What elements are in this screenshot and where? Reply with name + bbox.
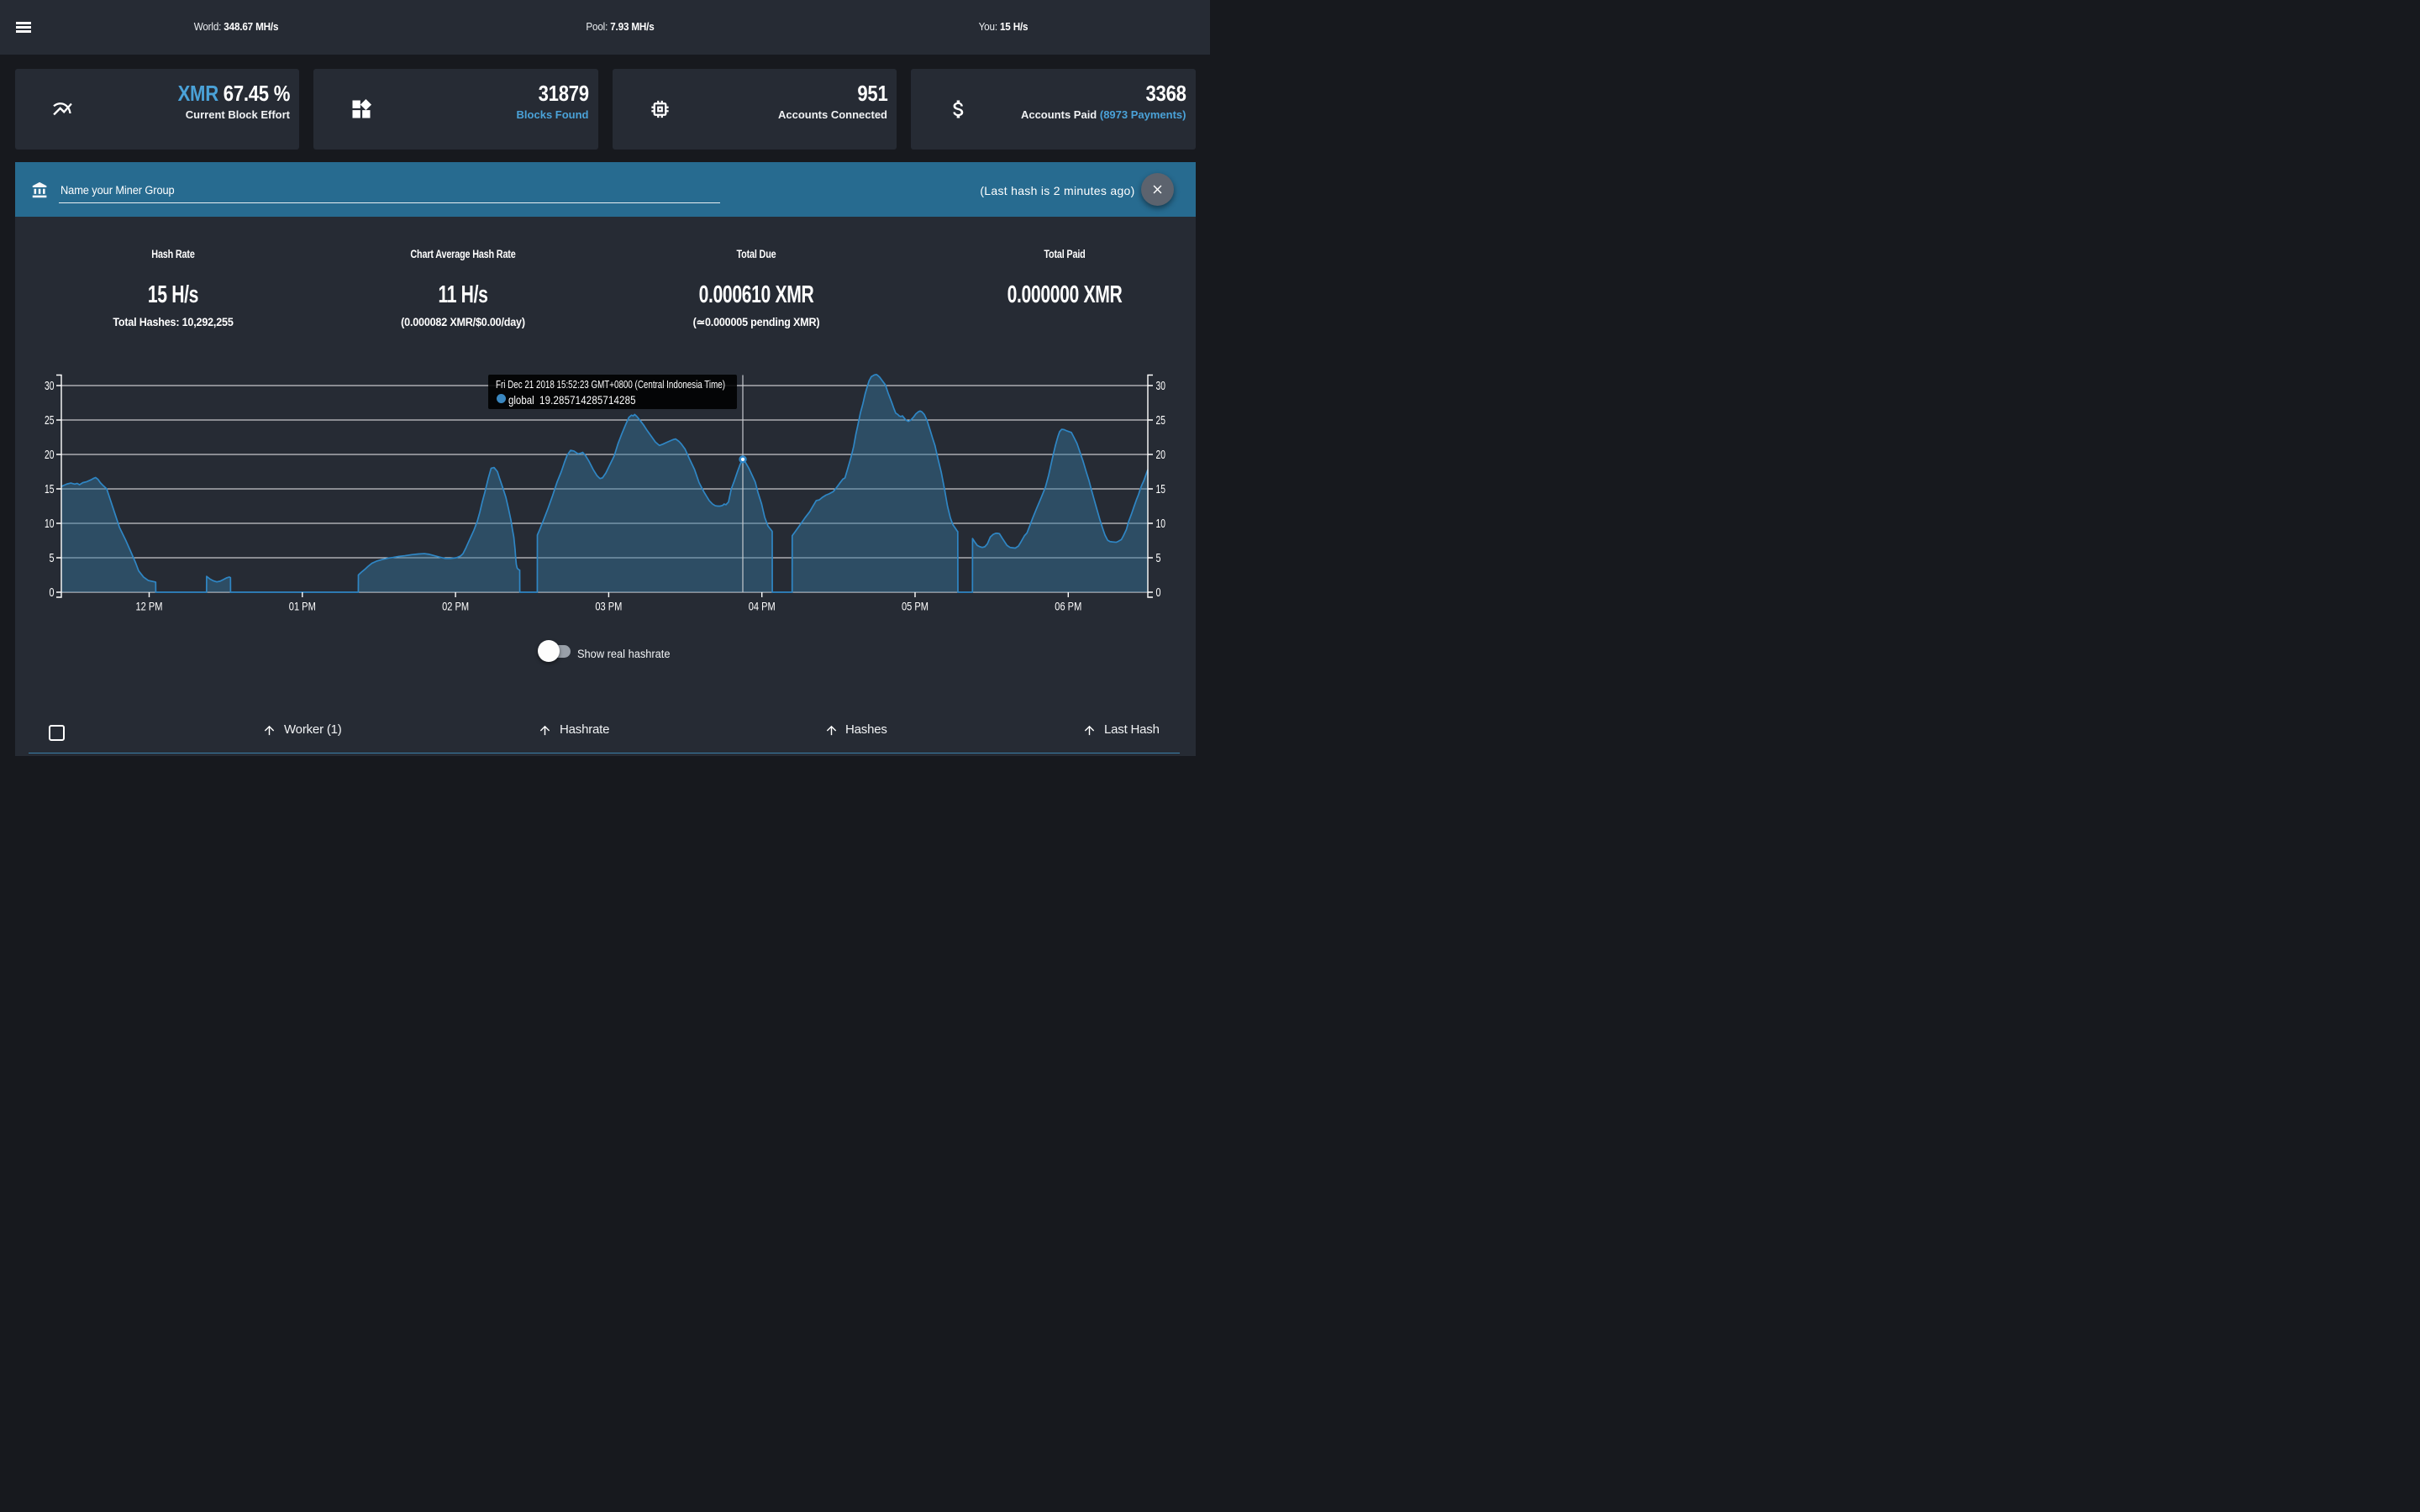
- svg-text:05 PM: 05 PM: [902, 600, 929, 613]
- svg-text:30: 30: [1156, 380, 1166, 393]
- svg-text:0: 0: [50, 586, 55, 600]
- svg-text:06 PM: 06 PM: [1055, 600, 1081, 613]
- svg-text:10: 10: [1156, 517, 1166, 531]
- svg-text:01 PM: 01 PM: [289, 600, 316, 613]
- svg-text:15: 15: [1156, 483, 1166, 496]
- svg-text:5: 5: [1156, 552, 1161, 565]
- svg-text:0: 0: [1156, 586, 1161, 600]
- svg-text:5: 5: [50, 552, 55, 565]
- svg-text:10: 10: [45, 517, 55, 531]
- svg-text:20: 20: [45, 449, 55, 462]
- svg-text:20: 20: [1156, 449, 1166, 462]
- svg-text:30: 30: [45, 380, 55, 393]
- svg-text:04 PM: 04 PM: [749, 600, 776, 613]
- svg-text:12 PM: 12 PM: [136, 600, 163, 613]
- svg-text:15: 15: [45, 483, 55, 496]
- svg-text:02 PM: 02 PM: [442, 600, 469, 613]
- svg-text:25: 25: [1156, 414, 1166, 428]
- svg-text:25: 25: [45, 414, 55, 428]
- svg-text:03 PM: 03 PM: [595, 600, 622, 613]
